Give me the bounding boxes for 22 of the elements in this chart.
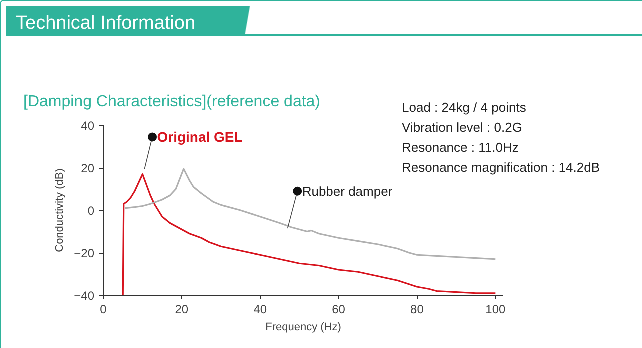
annotation: Resonance : 11.0Hz	[402, 139, 519, 157]
y-tick-label: −40	[74, 289, 95, 303]
y-tick-label: 0	[88, 204, 95, 218]
x-tick-label: 60	[332, 302, 346, 316]
x-tick-label: 40	[254, 302, 268, 316]
text: Load : 24kg / 4 points	[402, 99, 526, 117]
x-tick-label: 100	[486, 302, 506, 316]
x-tick-label: 0	[100, 302, 108, 316]
chart-subtitle: [Damping Characteristics](reference data)	[24, 94, 321, 110]
text: Original GEL	[157, 129, 244, 146]
annotation: Vibration level : 0.2G	[402, 119, 522, 137]
x-axis-title: Frequency (Hz)	[266, 322, 342, 334]
annotation: Resonance magnification : 14.2dB	[402, 159, 600, 177]
y-tick-label: −20	[74, 246, 95, 260]
chart-title: Technical Information	[16, 12, 196, 36]
text: Rubber damper	[302, 184, 394, 199]
y-axis-title: Conductivity (dB)	[54, 168, 66, 252]
y-tick-label: 20	[81, 162, 95, 176]
line-series	[122, 174, 496, 296]
y-tick-label: 40	[81, 119, 95, 133]
x-tick-label: 80	[410, 302, 424, 316]
x-tick-label: 20	[175, 302, 189, 316]
